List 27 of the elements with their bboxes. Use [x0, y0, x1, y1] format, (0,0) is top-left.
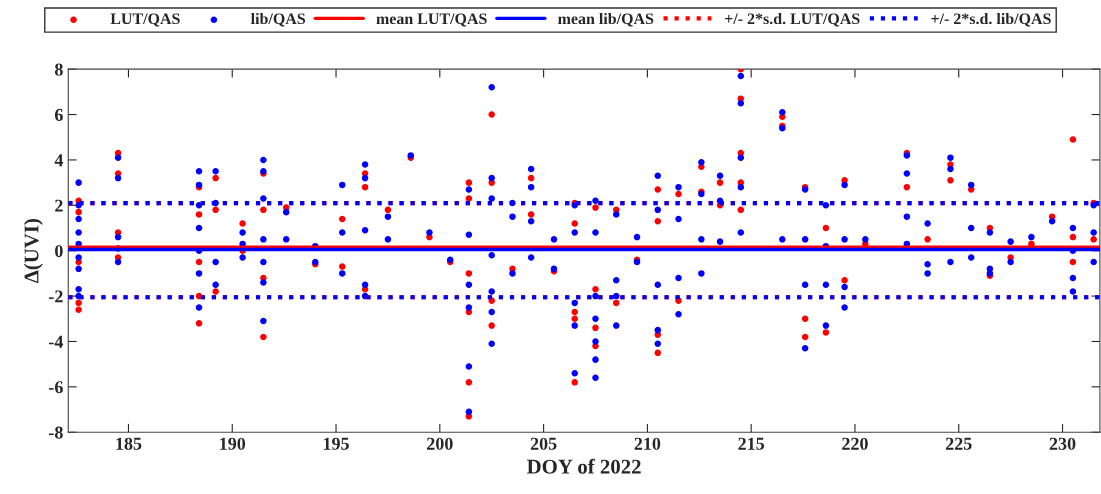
- y-tick-label: -4: [49, 335, 64, 348]
- x-tick-label: 215: [738, 437, 765, 450]
- legend-label: lib/QAS: [250, 12, 306, 27]
- x-tick-label: 225: [945, 437, 972, 450]
- y-tick-label: 4: [54, 154, 64, 167]
- y-tick-label: -6: [49, 381, 63, 394]
- y-tick-label: -8: [49, 426, 63, 439]
- x-tick-label: 200: [427, 437, 453, 450]
- legend-label: mean LUT/QAS: [376, 13, 487, 27]
- y-axis-title: Δ(UVI): [23, 219, 43, 283]
- x-axis-title: DOY of 2022: [526, 458, 641, 474]
- x-tick-label: 210: [634, 437, 661, 450]
- x-tick-label: 190: [220, 437, 246, 450]
- y-tick-label: 0: [55, 244, 63, 258]
- x-tick-label: 230: [1049, 437, 1076, 450]
- x-tick-label: 195: [323, 437, 349, 450]
- legend-label: LUT/QAS: [110, 13, 180, 27]
- y-tick-label: 6: [54, 108, 63, 121]
- legend-label: mean lib/QAS: [558, 12, 654, 27]
- legend-label: +/- 2*s.d. LUT/QAS: [725, 12, 860, 27]
- legend-label: +/- 2*s.d. lib/QAS: [931, 12, 1051, 27]
- y-tick-label: 8: [54, 63, 63, 76]
- y-tick-label: -2: [49, 290, 63, 303]
- x-tick-label: 220: [842, 437, 868, 450]
- y-tick-label: 2: [55, 199, 63, 212]
- x-tick-label: 205: [530, 437, 557, 450]
- x-tick-label: 185: [116, 437, 142, 450]
